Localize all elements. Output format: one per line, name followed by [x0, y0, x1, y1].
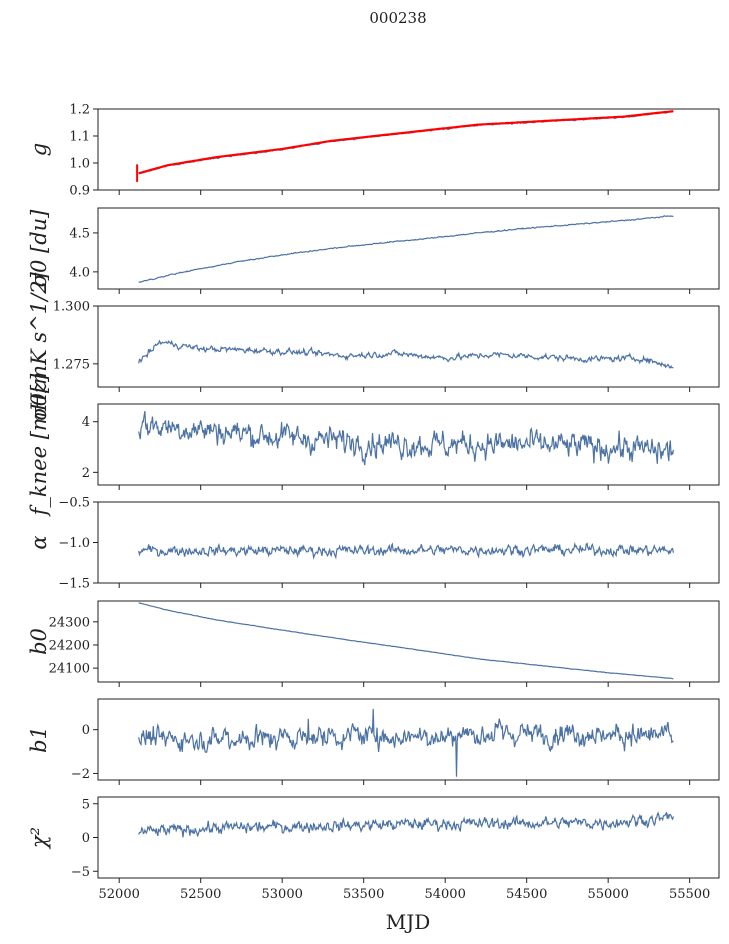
y-axis-label-b0: b0	[27, 628, 51, 655]
y-tick-label: 0	[82, 831, 90, 846]
axes-frame	[97, 600, 720, 683]
y-axis-label-sigma0mk: σ0[mK s^1/2]	[27, 271, 51, 420]
y-tick-label: −5	[71, 865, 90, 880]
y-tick-label: −0.5	[58, 496, 90, 511]
y-tick-label: 24300	[49, 615, 90, 630]
model-line-gain	[138, 110, 674, 175]
y-tick-label: 4.0	[69, 265, 90, 280]
y-tick-label: 1.275	[53, 357, 90, 372]
panel-alpha: −1.5 −1.0 −0.5 α	[27, 496, 720, 592]
x-tick-label: 53000	[262, 887, 303, 902]
series-line-b0	[138, 602, 674, 680]
panel-gain: 0.9 1.0 1.1 1.2 g	[27, 103, 720, 199]
series-line-gain	[138, 110, 674, 175]
y-axis-label-chi2: χ²	[27, 827, 51, 850]
series-line-alpha	[138, 541, 674, 560]
axes-frame	[97, 207, 720, 290]
y-tick-label: 24200	[49, 638, 90, 653]
y-tick-label: 0	[82, 723, 90, 738]
axes-frame	[97, 305, 720, 388]
series-line-b1	[138, 708, 674, 777]
y-axis-label-sigma0du: σ0 [du]	[27, 209, 51, 288]
axes-frame	[97, 108, 720, 191]
x-tick-label: 55500	[669, 887, 710, 902]
panel-fknee: 2 4 f_knee [mHz]	[27, 373, 720, 518]
y-tick-label: 24100	[49, 662, 90, 677]
y-tick-label: 5	[82, 797, 90, 812]
x-axis-label: MJD	[386, 910, 431, 934]
y-tick-label: 1.1	[69, 130, 90, 145]
axes-frame	[97, 698, 720, 781]
y-tick-label: 1.0	[69, 157, 90, 172]
axes-frame	[97, 501, 720, 584]
axes-frame	[97, 796, 720, 879]
panel-b1: −2 0 b1	[27, 698, 720, 785]
y-tick-label: 2	[82, 466, 90, 481]
y-tick-label: 1.300	[53, 300, 90, 315]
x-tick-label: 54500	[506, 887, 547, 902]
y-tick-label: 1.2	[69, 103, 90, 118]
panels: 0.9 1.0 1.1 1.2 g 4.0 4.5 σ0 [du] 1.275 1.300σ0[m…	[27, 103, 720, 902]
series-line-sigma0mk	[138, 339, 674, 369]
x-tick-label: 52500	[180, 887, 221, 902]
x-tick-label: 52000	[99, 887, 140, 902]
y-axis-label-fknee: f_knee [mHz]	[27, 373, 51, 518]
y-tick-label: −1.5	[58, 577, 90, 592]
y-tick-label: −2	[71, 767, 90, 782]
panel-chi2: −5 0 5 52000 52500 53000 53500 54000 54500 55000 5…	[27, 796, 720, 902]
y-tick-label: 4	[82, 415, 90, 430]
series-line-sigma0du	[138, 215, 674, 283]
y-axis-label-alpha: α	[27, 535, 51, 549]
y-tick-label: 0.9	[69, 184, 90, 199]
x-tick-label: 54000	[424, 887, 465, 902]
panel-sigma0du: 4.0 4.5 σ0 [du]	[27, 207, 720, 294]
x-tick-label: 55000	[587, 887, 628, 902]
x-tick-label: 53500	[343, 887, 384, 902]
y-tick-label: 4.5	[69, 226, 90, 241]
figure-title: 000238	[369, 9, 426, 27]
axes-frame	[97, 403, 720, 486]
y-axis-label-b1: b1	[27, 726, 51, 753]
series-line-chi2	[138, 811, 674, 838]
y-axis-label-gain: g	[27, 143, 51, 156]
series-line-fknee	[138, 410, 674, 466]
y-tick-label: −1.0	[58, 536, 90, 551]
